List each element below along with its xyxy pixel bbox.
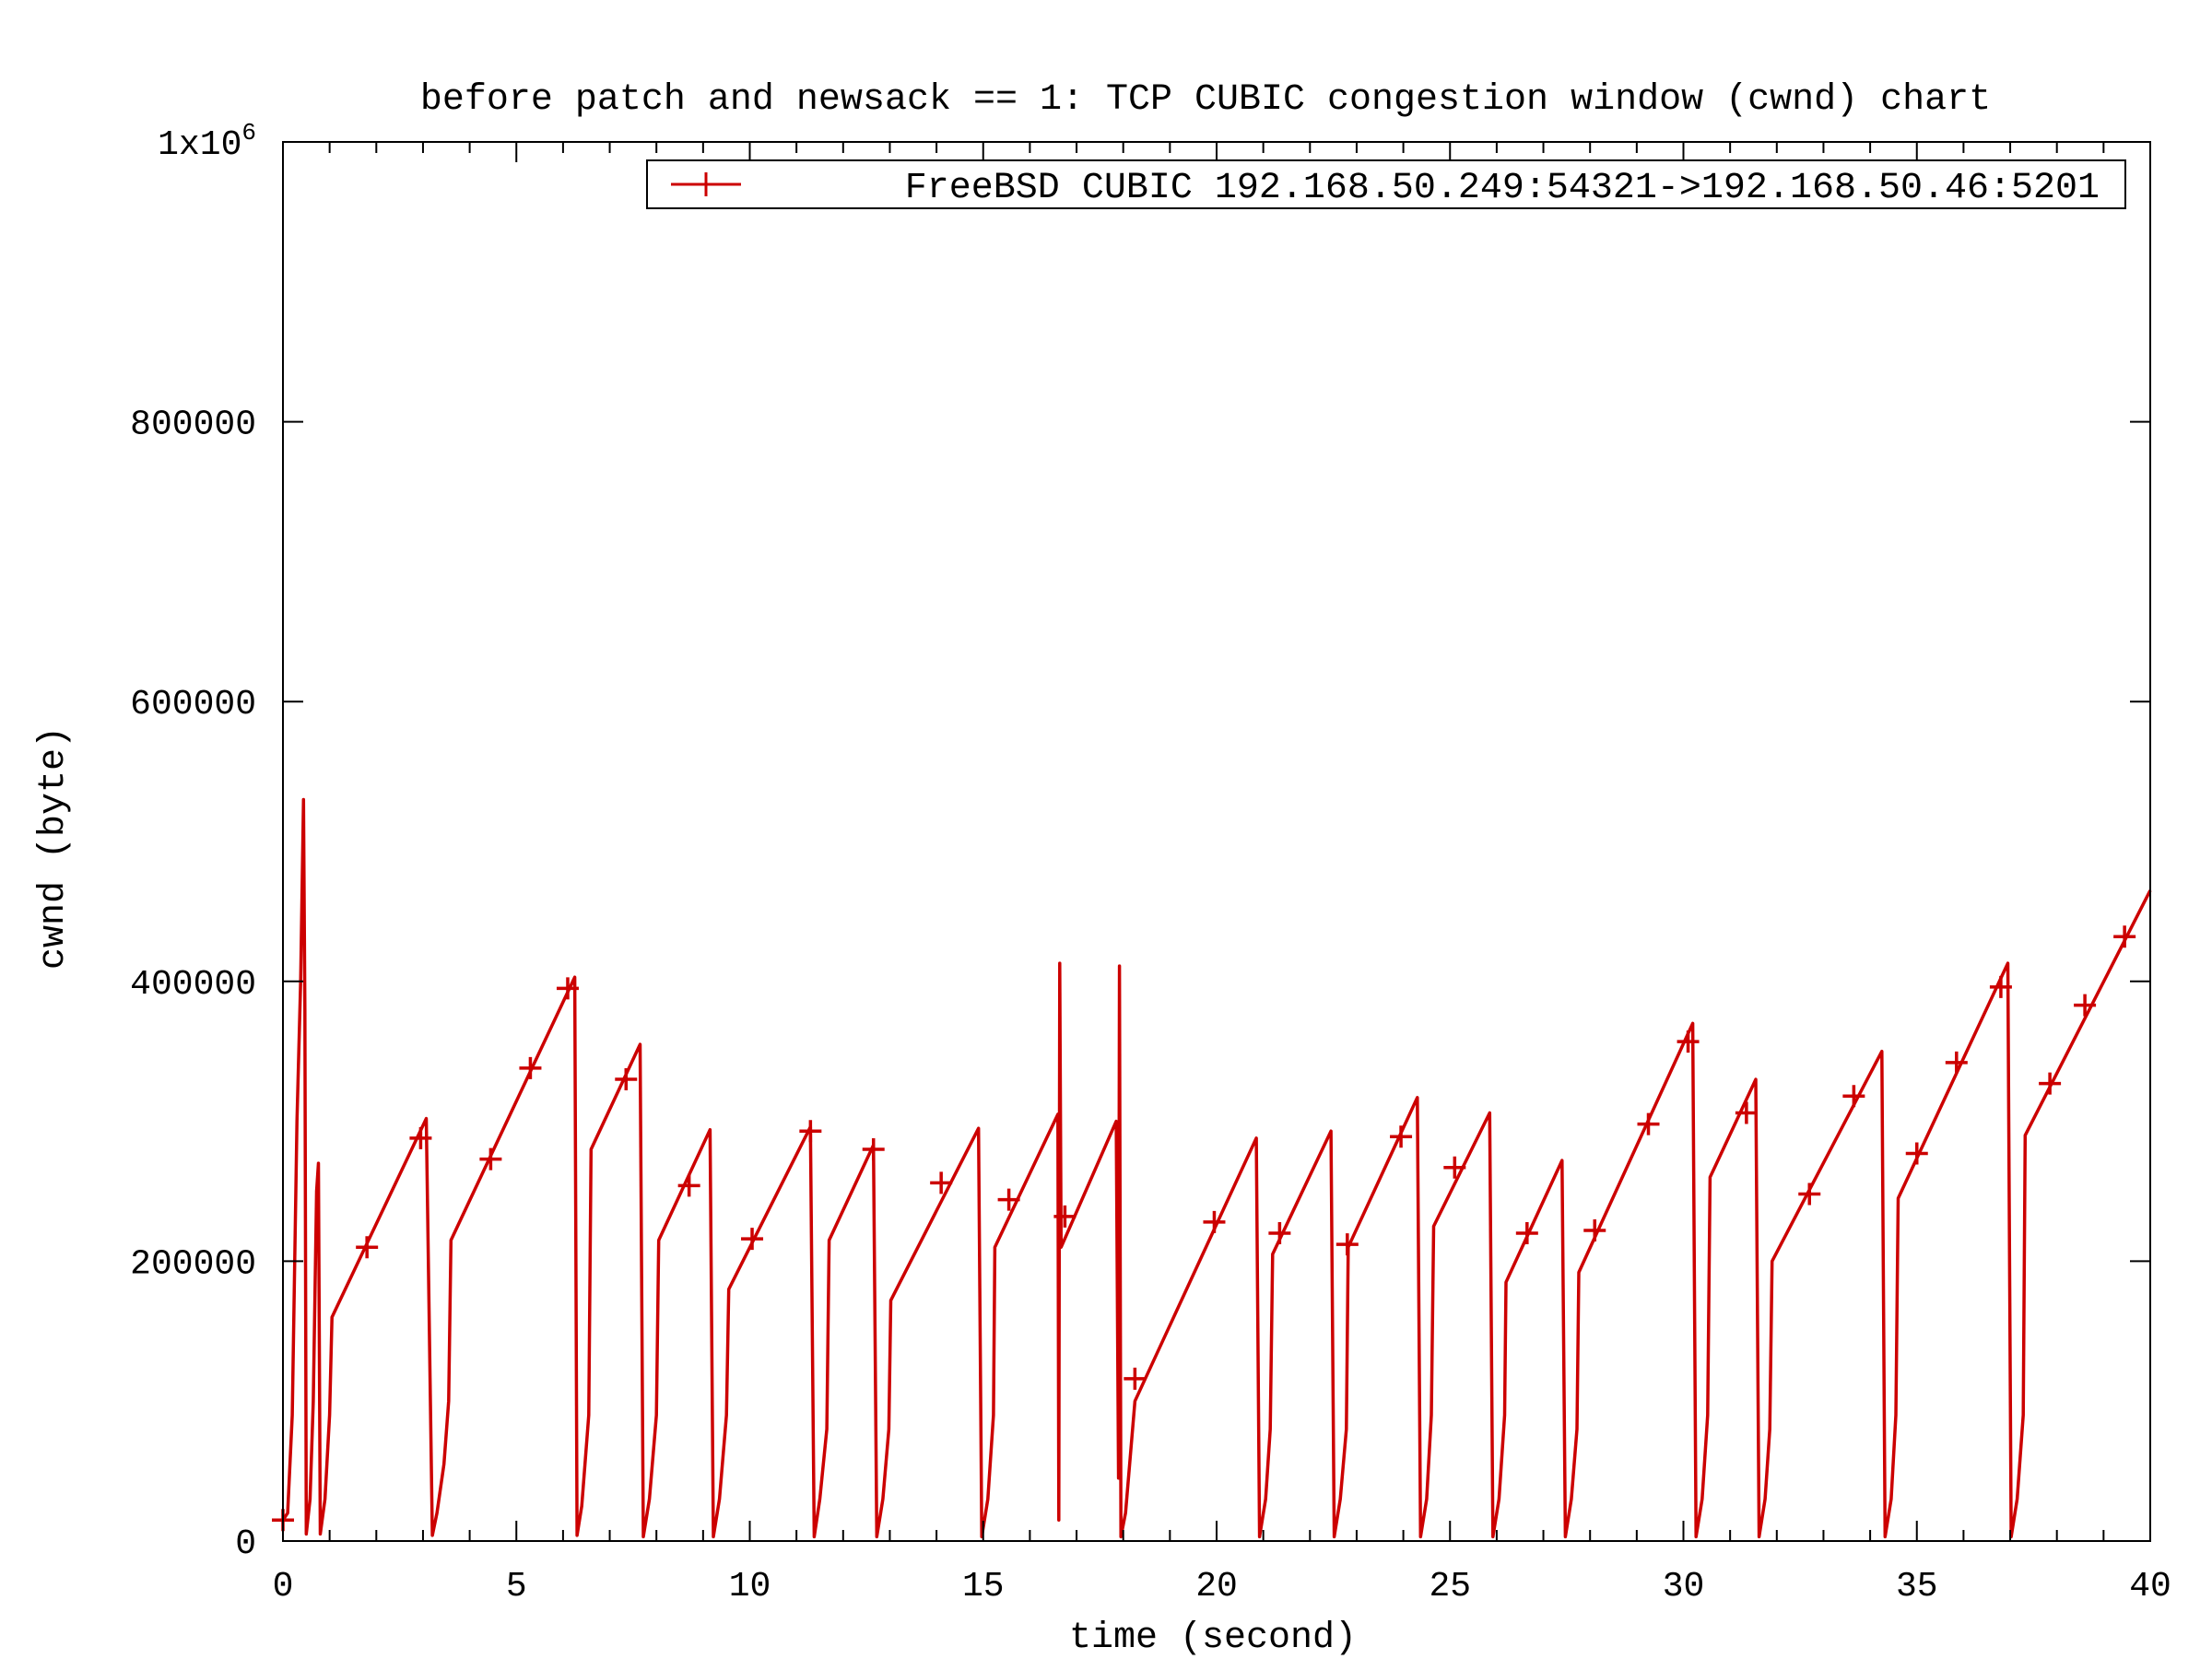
- data-point-marker: [799, 1120, 822, 1143]
- y-tick-label: 200000: [130, 1244, 256, 1284]
- data-point-marker: [1583, 1219, 1606, 1241]
- data-point-marker: [2113, 925, 2136, 948]
- y-tick-label: 400000: [130, 965, 256, 1005]
- chart-title: before patch and newsack == 1: TCP CUBIC…: [420, 79, 1991, 121]
- data-point-marker: [1945, 1051, 1968, 1074]
- data-point-marker: [356, 1236, 379, 1259]
- data-point-marker: [862, 1137, 885, 1160]
- data-point-marker: [409, 1126, 432, 1149]
- x-tick-label: 20: [1195, 1567, 1238, 1606]
- y-axis-label: cwnd (byte): [33, 726, 75, 970]
- data-point-marker: [479, 1147, 502, 1171]
- data-point-marker: [1798, 1182, 1821, 1206]
- data-point-marker: [556, 977, 579, 1000]
- y-tick-label: 800000: [130, 406, 256, 445]
- data-point-marker: [1637, 1112, 1660, 1135]
- x-tick-label: 30: [1663, 1567, 1705, 1606]
- data-point-marker: [519, 1056, 542, 1079]
- x-tick-label: 10: [729, 1567, 771, 1606]
- data-point-marker: [741, 1228, 764, 1251]
- legend: FreeBSD CUBIC 192.168.50.249:54321->192.…: [646, 159, 2126, 209]
- data-point-marker: [997, 1188, 1020, 1211]
- data-point-marker: [1905, 1142, 1928, 1165]
- x-tick-label: 0: [273, 1567, 294, 1606]
- data-point-marker: [1390, 1125, 1413, 1148]
- data-point-marker: [1989, 975, 2012, 998]
- axes: 0 5 10 15 20 25 30 35 40 0 200000 400000 600000 80000…: [130, 119, 2171, 1606]
- data-point-marker: [1842, 1085, 1865, 1108]
- y-tick-label: 0: [235, 1524, 256, 1564]
- data-point-marker: [1677, 1030, 1700, 1053]
- series-line: [281, 797, 2152, 1539]
- data-point-marker: [615, 1068, 638, 1091]
- data-point-marker: [1124, 1367, 1147, 1390]
- data-point-marker: [930, 1171, 953, 1194]
- data-point-marker: [1053, 1205, 1077, 1228]
- data-point-marker: [677, 1174, 700, 1197]
- x-tick-label: 35: [1896, 1567, 1938, 1606]
- data-point-marker: [1335, 1233, 1359, 1256]
- data-point-marker: [1735, 1101, 1758, 1124]
- data-point-marker: [1515, 1222, 1538, 1245]
- data-point-marker: [1268, 1222, 1291, 1245]
- y-tick-label: 600000: [130, 685, 256, 724]
- x-tick-label: 15: [962, 1567, 1005, 1606]
- legend-box: [646, 159, 2126, 209]
- data-point-marker: [2074, 994, 2097, 1017]
- data-point-marker: [1203, 1210, 1226, 1233]
- data-point-marker: [1443, 1156, 1466, 1179]
- x-tick-label: 25: [1429, 1567, 1471, 1606]
- plot-area: [272, 797, 2152, 1539]
- legend-series-name: FreeBSD CUBIC 192.168.50.249:54321->192.…: [905, 168, 2100, 209]
- y-tick-label: 1x106: [158, 119, 256, 165]
- x-tick-label: 5: [506, 1567, 527, 1606]
- x-axis-label: time (second): [1069, 1618, 1357, 1659]
- x-tick-label: 40: [2129, 1567, 2171, 1606]
- data-point-marker: [2039, 1072, 2062, 1095]
